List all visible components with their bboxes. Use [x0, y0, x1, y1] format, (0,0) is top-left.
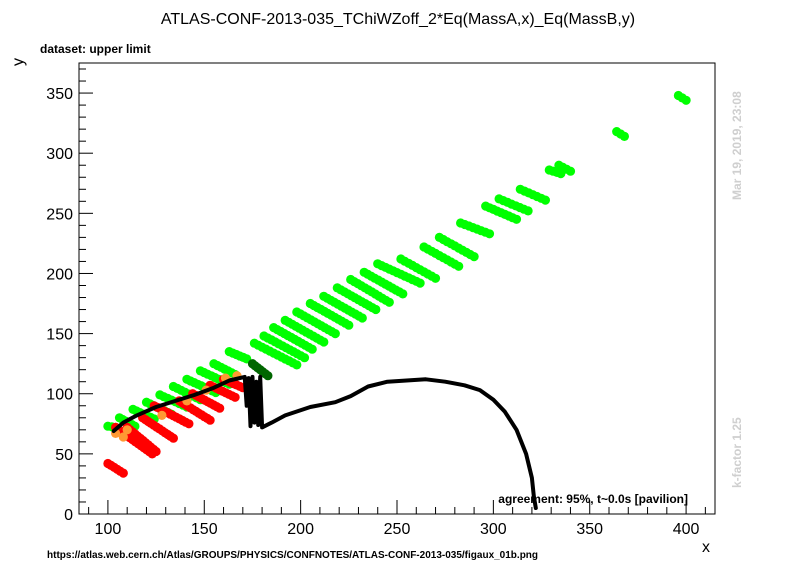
data-point: [565, 166, 576, 176]
data-point: [540, 195, 551, 205]
source-url: https://atlas.web.cern.ch/Atlas/GROUPS/P…: [47, 550, 538, 561]
chart-subtitle: dataset: upper limit: [40, 42, 151, 56]
y-tick-label: 200: [46, 266, 73, 283]
data-point: [454, 261, 464, 271]
y-tick-label: 50: [55, 447, 73, 464]
data-point: [511, 214, 522, 224]
data-point: [681, 95, 691, 105]
data-point: [122, 425, 132, 435]
y-axis-label: y: [10, 58, 27, 66]
data-point: [384, 297, 394, 307]
y-axis: 0 50 100 150 200 250 300 350: [46, 68, 93, 524]
y-tick-label: 350: [46, 86, 73, 103]
data-point: [184, 419, 194, 429]
data-point: [523, 206, 533, 216]
data-point: [619, 131, 630, 141]
exclusion-contour: [111, 374, 538, 510]
x-tick-label: 400: [673, 521, 700, 538]
data-point: [330, 329, 340, 339]
timestamp-note: Mar 19, 2019, 23:08: [730, 91, 744, 200]
data-point: [430, 273, 441, 283]
x-tick-label: 100: [95, 521, 122, 538]
kfactor-note: k-factor 1.25: [730, 417, 744, 488]
y-tick-label: 150: [46, 327, 73, 344]
x-tick-label: 250: [384, 521, 411, 538]
x-tick-label: 200: [287, 521, 314, 538]
data-point: [307, 344, 317, 354]
data-point: [230, 392, 240, 402]
data-point: [344, 320, 354, 330]
contour-layer: [111, 374, 538, 510]
data-point: [205, 415, 215, 425]
y-tick-label: 300: [46, 146, 73, 163]
data-point: [299, 353, 310, 363]
data-point: [157, 410, 167, 420]
data-point: [415, 278, 425, 288]
x-axis: 100 150 200 250 300 350 400: [88, 500, 706, 538]
x-axis-label: x: [702, 539, 710, 556]
data-point: [263, 371, 273, 381]
data-point: [319, 337, 329, 347]
chart-title: ATLAS-CONF-2013-035_TChiWZoff_2*Eq(MassA…: [161, 11, 635, 28]
data-point: [215, 403, 225, 413]
x-tick-label: 150: [191, 521, 218, 538]
data-point: [484, 229, 495, 239]
x-tick-label: 300: [480, 521, 507, 538]
agreement-text: agreement: 95%, t~0.0s [pavilion]: [498, 492, 688, 506]
y-tick-label: 250: [46, 206, 73, 223]
data-point: [292, 360, 302, 370]
data-point: [357, 313, 367, 323]
x-tick-label: 350: [576, 521, 603, 538]
data-point: [118, 432, 128, 442]
y-tick-label: 100: [46, 387, 73, 404]
data-point: [118, 468, 128, 478]
y-tick-label: 0: [64, 507, 73, 524]
data-point: [398, 289, 408, 299]
data-point: [168, 433, 178, 443]
data-point: [371, 304, 381, 315]
data-point: [469, 252, 479, 262]
data-point: [151, 446, 161, 457]
